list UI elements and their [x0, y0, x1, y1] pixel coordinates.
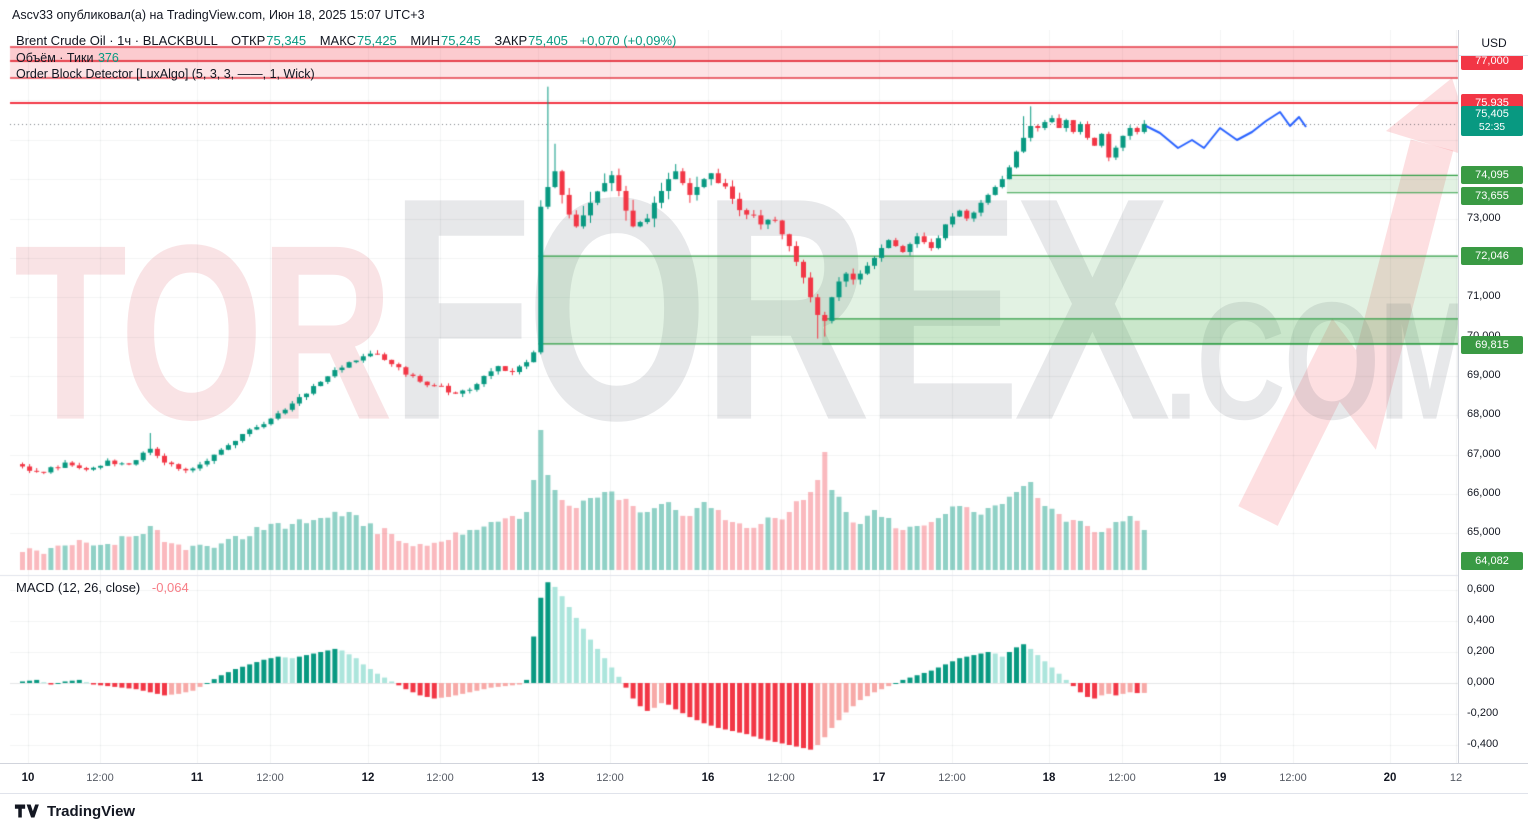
time-axis-label: 12: [1449, 772, 1463, 784]
macd-label: MACD (12, 26, close): [16, 580, 141, 595]
current-price-badge: 75,405 52:35: [1461, 106, 1523, 136]
price-axis-label: 66,000: [1467, 487, 1501, 499]
currency-button[interactable]: USD: [1459, 30, 1528, 56]
volume-value: 376: [97, 51, 119, 65]
high-value: 75,425: [357, 33, 397, 48]
close-value: 75,405: [528, 33, 568, 48]
price-level-badge: 73,655: [1461, 187, 1523, 205]
time-axis-label: 11: [190, 772, 204, 784]
time-axis-label: 12:00: [596, 772, 624, 784]
price-axis-label: -0,200: [1467, 707, 1499, 719]
symbol-legend[interactable]: Brent Crude Oil · 1ч · BLACKBULL ОТКР75,…: [16, 33, 676, 48]
attribution-text: Ascv33 опубликовал(а) на TradingView.com…: [12, 8, 425, 22]
time-axis-label: 12:00: [86, 772, 114, 784]
low-value: 75,245: [440, 33, 481, 48]
macd-legend[interactable]: MACD (12, 26, close) -0,064: [16, 580, 189, 595]
price-level-badge: 74,095: [1461, 166, 1523, 184]
time-axis-label: 12:00: [256, 772, 284, 784]
time-axis-label: 18: [1042, 772, 1056, 784]
price-axis-label: 0,000: [1467, 676, 1495, 688]
macd-value: -0,064: [151, 580, 189, 595]
price-axis-label: 69,000: [1467, 369, 1501, 381]
open-value: 75,345: [266, 33, 307, 48]
price-axis[interactable]: USD 77,000 75,935 75,405 52:35 74,095 73,655 7…: [1458, 0, 1528, 763]
time-axis-label: 10: [21, 772, 35, 784]
orderblock-label: Order Block Detector [LuxAlgo] (5, 3, 3,…: [16, 67, 315, 81]
time-axis-label: 12:00: [767, 772, 795, 784]
top-bar: Ascv33 опубликовал(а) на TradingView.com…: [0, 0, 1528, 30]
price-axis-label: 67,000: [1467, 448, 1501, 460]
price-axis-label: 0,400: [1467, 614, 1495, 626]
open-label: ОТКР: [231, 33, 266, 48]
price-chart-canvas[interactable]: [0, 0, 1528, 763]
time-axis-label: 12:00: [1108, 772, 1136, 784]
price-level-badge: 72,046: [1461, 247, 1523, 265]
time-axis-label: 16: [701, 772, 715, 784]
time-axis-label: 20: [1383, 772, 1397, 784]
price-level-badge: 77,000: [1461, 52, 1523, 70]
price-axis-label: 0,200: [1467, 645, 1495, 657]
price-level-badge: 69,815: [1461, 336, 1523, 354]
time-axis-label: 12:00: [1279, 772, 1307, 784]
high-label: МАКС: [319, 33, 357, 48]
tradingview-logo-icon[interactable]: [14, 803, 40, 819]
orderblock-legend[interactable]: Order Block Detector [LuxAlgo] (5, 3, 3,…: [16, 67, 315, 81]
price-axis-label: 71,000: [1467, 290, 1501, 302]
volume-label: Объём · Тики: [16, 51, 94, 65]
price-axis-label: 0,600: [1467, 583, 1495, 595]
close-label: ЗАКР: [494, 33, 528, 48]
time-axis-label: 12: [361, 772, 375, 784]
price-axis-label: -0,400: [1467, 738, 1499, 750]
time-axis-label: 17: [872, 772, 886, 784]
change-value: +0,070 (+0,09%): [579, 33, 677, 48]
low-label: МИН: [410, 33, 440, 48]
volume-legend[interactable]: Объём · Тики 376: [16, 51, 119, 65]
time-axis-label: 12:00: [938, 772, 966, 784]
time-axis[interactable]: 10 12:00 11 12:00 12 12:00 13 12:00 16 12:00 17 12:…: [0, 763, 1528, 794]
tradingview-brand-text[interactable]: TradingView: [47, 802, 136, 820]
time-axis-label: 19: [1213, 772, 1227, 784]
bottom-bar: TradingView: [0, 793, 1528, 828]
price-level-badge: 64,082: [1461, 552, 1523, 570]
price-axis-label: 73,000: [1467, 212, 1501, 224]
price-axis-label: 65,000: [1467, 526, 1501, 538]
symbol-title: Brent Crude Oil · 1ч · BLACKBULL: [16, 33, 218, 48]
time-axis-label: 13: [531, 772, 545, 784]
time-axis-label: 12:00: [426, 772, 454, 784]
price-axis-label: 68,000: [1467, 408, 1501, 420]
